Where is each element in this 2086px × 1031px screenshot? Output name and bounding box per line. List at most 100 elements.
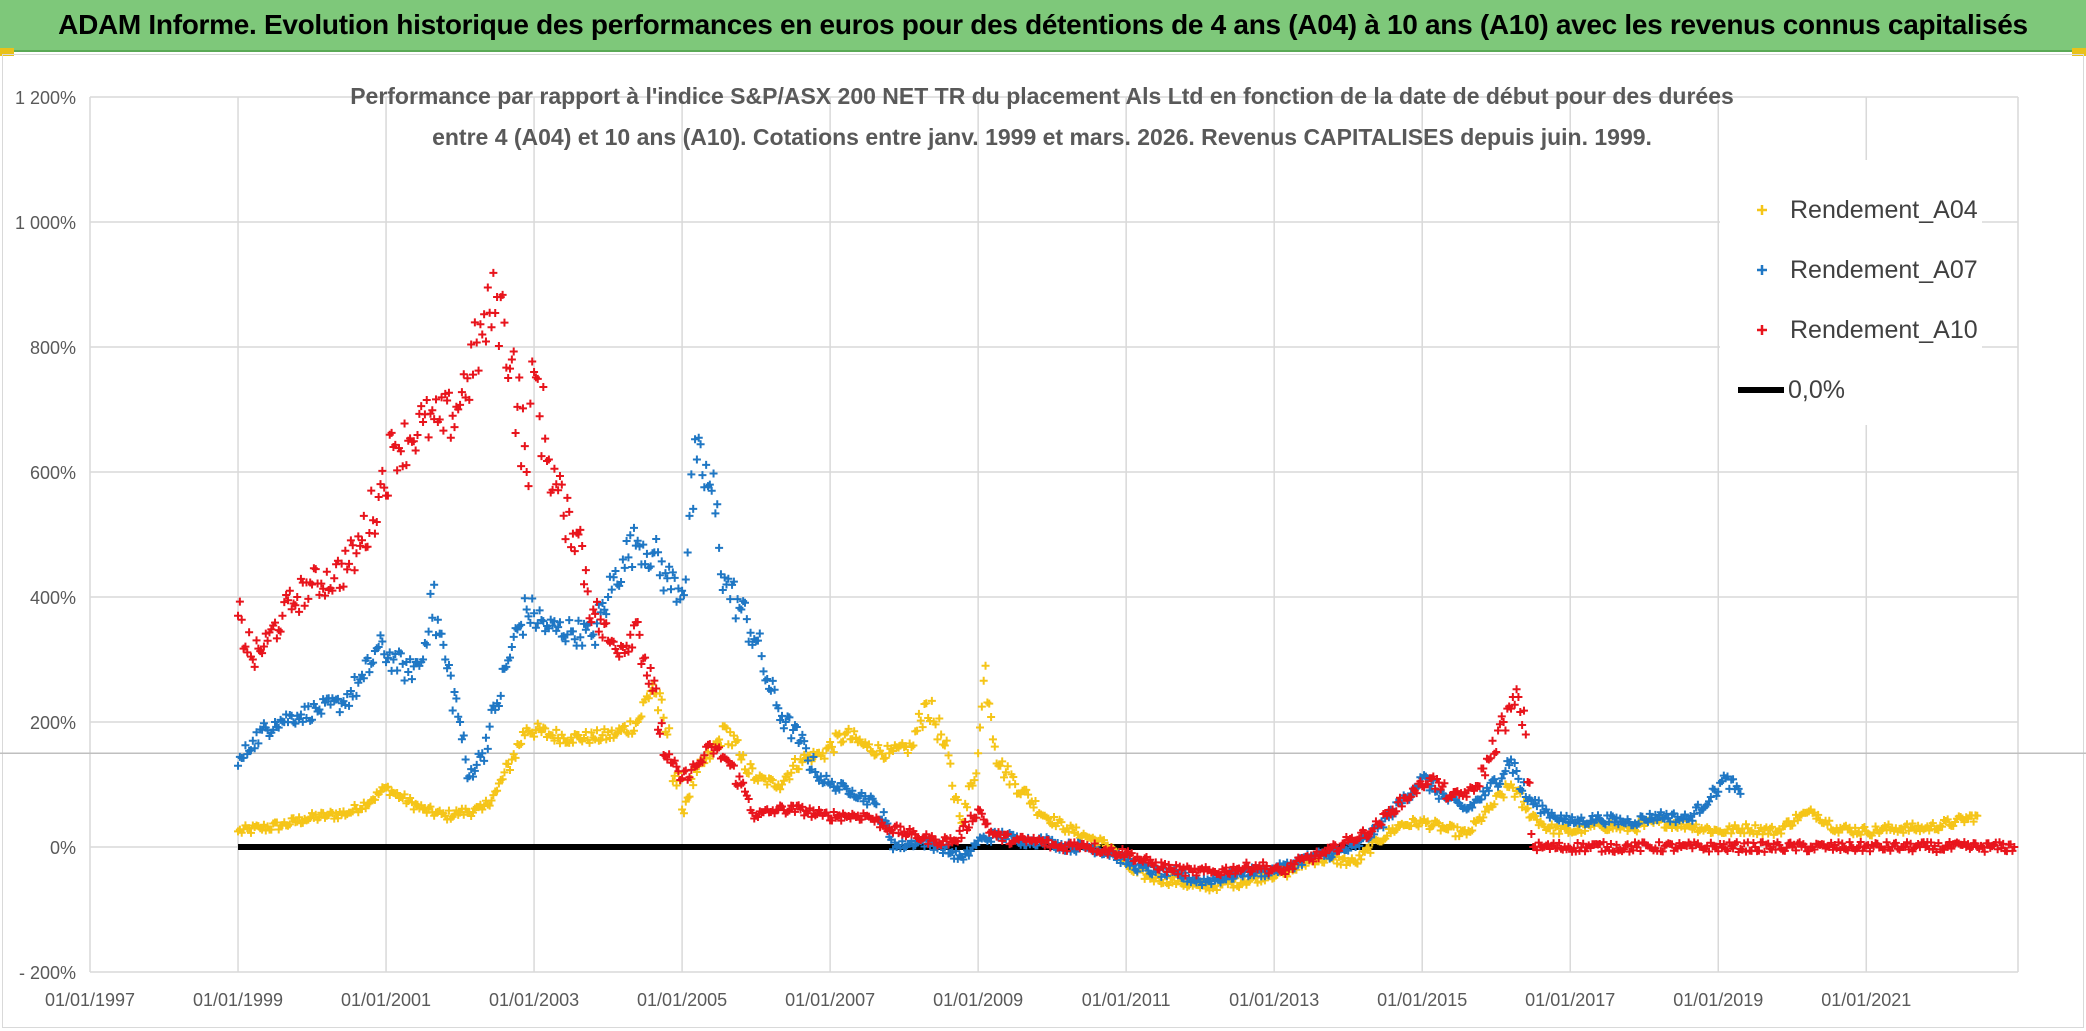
data-point-dense — [513, 402, 522, 411]
data-point-dense — [611, 645, 620, 654]
data-point-dense — [380, 483, 389, 492]
series-rendement-a07 — [234, 433, 1745, 890]
data-point-dense — [844, 724, 853, 733]
data-point-dense — [924, 839, 933, 848]
data-point-dense — [948, 781, 957, 790]
data-point-dense — [829, 748, 838, 757]
data-point-dense — [959, 822, 968, 831]
series-rendement-a04 — [234, 661, 1982, 895]
data-point-dense — [537, 452, 546, 461]
data-point-dense — [1031, 797, 1040, 806]
y-tick-label: 1 000% — [15, 213, 76, 233]
data-point — [248, 655, 257, 664]
data-point-dense — [337, 559, 346, 568]
data-point-dense — [1366, 848, 1375, 857]
y-tick-label: 200% — [30, 713, 76, 733]
data-point-dense — [396, 649, 405, 658]
data-point-dense — [541, 434, 550, 443]
data-point-dense — [1891, 838, 1900, 847]
data-point-dense — [1050, 812, 1058, 821]
data-point-dense — [637, 660, 646, 669]
data-point-dense — [894, 829, 903, 838]
data-point-dense — [1440, 779, 1449, 788]
data-point-dense — [1029, 803, 1038, 812]
data-point-dense — [282, 590, 291, 599]
data-point-dense — [424, 627, 433, 636]
data-point-dense — [1656, 808, 1665, 817]
data-point-dense — [1392, 807, 1401, 816]
data-point-dense — [602, 735, 611, 744]
data-point-dense — [467, 340, 476, 349]
banner-corner-right — [2072, 48, 2086, 56]
data-point-dense — [1767, 822, 1776, 831]
data-point-dense — [1490, 775, 1499, 784]
data-point-dense — [753, 776, 762, 785]
x-tick-label: 01/01/2011 — [1082, 990, 1171, 1010]
data-point-dense — [655, 571, 664, 580]
y-tick-label: 1 200% — [15, 88, 76, 108]
data-point-dense — [1880, 821, 1889, 830]
data-point — [315, 705, 324, 714]
data-point-dense — [271, 618, 280, 627]
data-point-dense — [304, 594, 313, 603]
data-point-dense — [1394, 798, 1403, 807]
legend-label: Rendement_A10 — [1790, 316, 1978, 344]
data-point-dense — [1397, 802, 1406, 811]
y-tick-label: 400% — [30, 588, 76, 608]
x-tick-label: 01/01/2005 — [637, 990, 727, 1010]
data-point-dense — [450, 423, 459, 432]
chart-title-line-2: entre 4 (A04) et 10 ans (A10). Cotations… — [432, 124, 1652, 150]
data-point-dense — [1499, 793, 1508, 802]
data-point-dense — [457, 388, 466, 397]
data-point-dense — [1079, 839, 1088, 848]
data-point-dense — [411, 446, 420, 455]
data-point-dense — [1116, 858, 1125, 867]
axis-layer: - 200% 0% 200% 400% 600% 800% 1 000% 1 200% 01/0… — [15, 88, 1911, 1010]
data-point-dense — [964, 823, 973, 832]
data-point-dense — [626, 717, 635, 726]
data-point — [1470, 786, 1479, 795]
x-tick-label: 01/01/2021 — [1821, 990, 1911, 1010]
data-point-dense — [574, 616, 583, 625]
data-point-dense — [1495, 779, 1504, 788]
data-point-dense — [1536, 809, 1545, 818]
data-point — [981, 661, 990, 670]
data-point-dense — [295, 607, 304, 616]
data-point-dense — [850, 727, 859, 736]
data-point-dense — [526, 618, 535, 627]
data-point-dense — [1902, 838, 1911, 847]
data-point-dense — [657, 719, 666, 728]
data-point-dense — [481, 337, 490, 346]
data-point-dense — [581, 625, 590, 634]
data-point-dense — [539, 617, 548, 626]
data-point-dense — [1253, 878, 1262, 887]
data-point-dense — [515, 373, 524, 382]
x-tick-label: 01/01/2017 — [1525, 990, 1615, 1010]
data-point-dense — [1523, 804, 1532, 813]
report-banner: ADAM Informe. Evolution historique des p… — [0, 0, 2086, 52]
data-point-dense — [567, 543, 576, 552]
data-point-dense — [933, 735, 942, 744]
data-point-dense — [1477, 795, 1486, 804]
data-point-dense — [683, 548, 692, 557]
data-point-dense — [472, 760, 481, 769]
data-point-dense — [698, 471, 707, 480]
series-rendement-a10 — [234, 268, 2019, 880]
data-point-dense — [757, 652, 766, 661]
data-point-dense — [356, 541, 365, 550]
data-point-dense — [598, 731, 607, 740]
data-point-dense — [1288, 865, 1297, 874]
x-tick-label: 01/01/2019 — [1673, 990, 1763, 1010]
data-point-dense — [731, 614, 740, 623]
data-point-dense — [798, 758, 807, 767]
data-point-dense — [1281, 869, 1290, 878]
data-point-dense — [365, 668, 374, 677]
data-point-dense — [1688, 816, 1697, 825]
data-point-dense — [345, 701, 354, 710]
data-point-dense — [977, 702, 986, 711]
y-tick-label: 0% — [50, 838, 76, 858]
data-point-dense — [506, 364, 515, 373]
data-point-dense — [1899, 828, 1908, 837]
data-point-dense — [570, 547, 579, 556]
data-point-dense — [491, 308, 500, 317]
